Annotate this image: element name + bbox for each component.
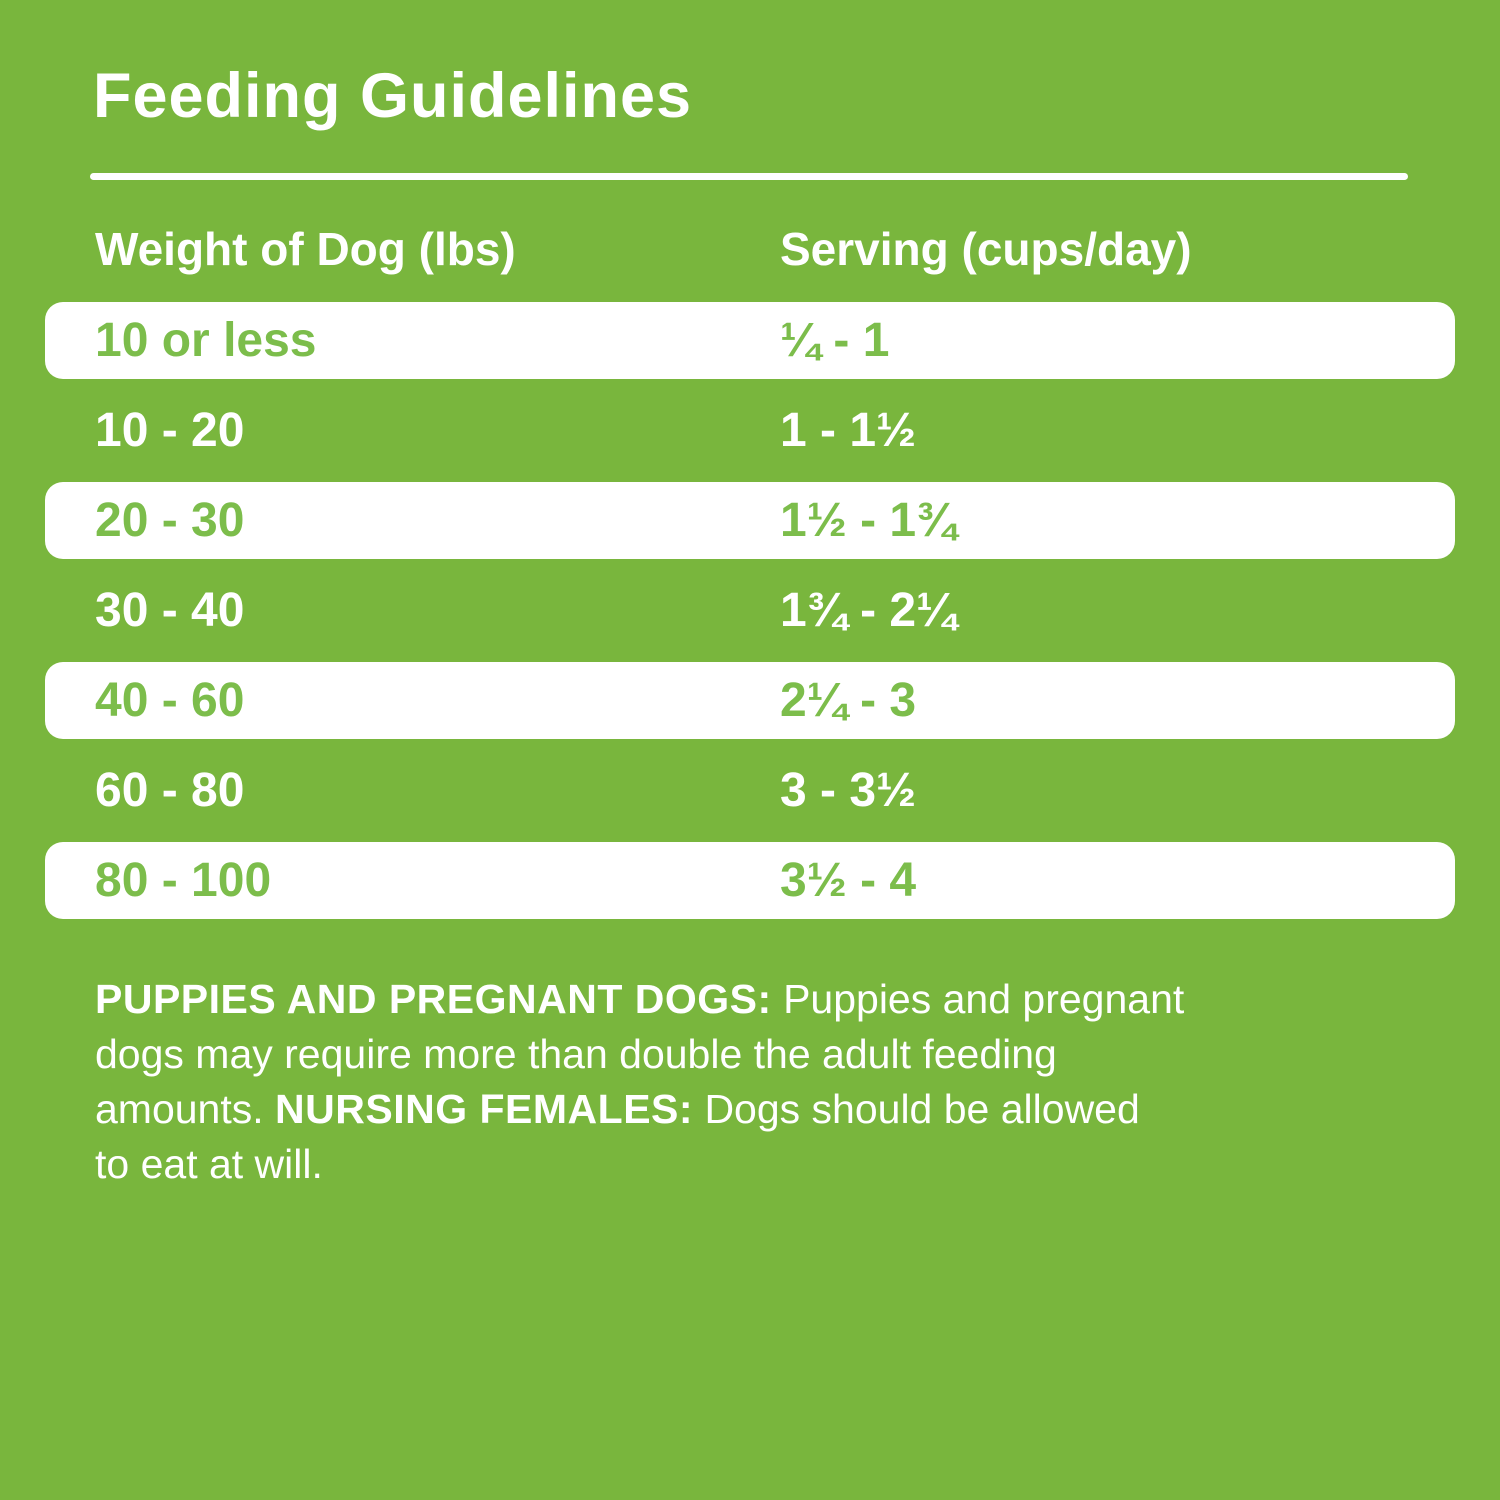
serving-cell: 1¾ - 2¼	[780, 584, 957, 637]
page-title: Feeding Guidelines	[93, 61, 693, 131]
weight-cell: 30 - 40	[95, 584, 245, 637]
serving-cell: 3 - 3½	[780, 764, 917, 817]
note-line: dogs may require more than double the ad…	[95, 1027, 1425, 1082]
weight-cell: 10 or less	[95, 314, 317, 367]
table-row: 10 - 20 1 - 1½	[45, 392, 1455, 469]
table-column-headers: Weight of Dog (lbs) Serving (cups/day)	[0, 222, 1500, 282]
weight-cell: 80 - 100	[95, 854, 272, 907]
note-text: amounts.	[95, 1086, 276, 1132]
note-line: amounts. NURSING FEMALES: Dogs should be…	[95, 1082, 1425, 1137]
weight-cell: 10 - 20	[95, 404, 245, 457]
weight-cell: 20 - 30	[95, 494, 245, 547]
feeding-notes: PUPPIES AND PREGNANT DOGS: Puppies and p…	[95, 972, 1425, 1192]
note-bold-text: NURSING FEMALES:	[275, 1086, 694, 1132]
table-row: 80 - 100 3½ - 4	[45, 842, 1455, 919]
note-text: Dogs should be allowed	[693, 1086, 1140, 1132]
serving-cell: 3½ - 4	[780, 854, 917, 907]
table-row: 30 - 40 1¾ - 2¼	[45, 572, 1455, 649]
column-header-weight: Weight of Dog (lbs)	[95, 223, 516, 275]
column-header-serving: Serving (cups/day)	[780, 223, 1192, 275]
serving-cell: 1½ - 1¾	[780, 494, 957, 547]
table-row: 40 - 60 2¼ - 3	[45, 662, 1455, 739]
note-line: to eat at will.	[95, 1137, 1425, 1192]
serving-cell: 2¼ - 3	[780, 674, 917, 727]
table-row: 10 or less ¼ - 1	[45, 302, 1455, 379]
title-underline	[90, 173, 1408, 180]
note-text: Puppies and pregnant	[771, 976, 1185, 1022]
note-bold-text: PUPPIES AND PREGNANT DOGS:	[95, 976, 772, 1022]
weight-cell: 60 - 80	[95, 764, 245, 817]
note-text: dogs may require more than double the ad…	[95, 1031, 1057, 1077]
weight-cell: 40 - 60	[95, 674, 245, 727]
note-text: to eat at will.	[95, 1141, 323, 1187]
serving-cell: 1 - 1½	[780, 404, 917, 457]
serving-cell: ¼ - 1	[780, 314, 890, 367]
table-row: 60 - 80 3 - 3½	[45, 752, 1455, 829]
note-line: PUPPIES AND PREGNANT DOGS: Puppies and p…	[95, 972, 1425, 1027]
table-row: 20 - 30 1½ - 1¾	[45, 482, 1455, 559]
